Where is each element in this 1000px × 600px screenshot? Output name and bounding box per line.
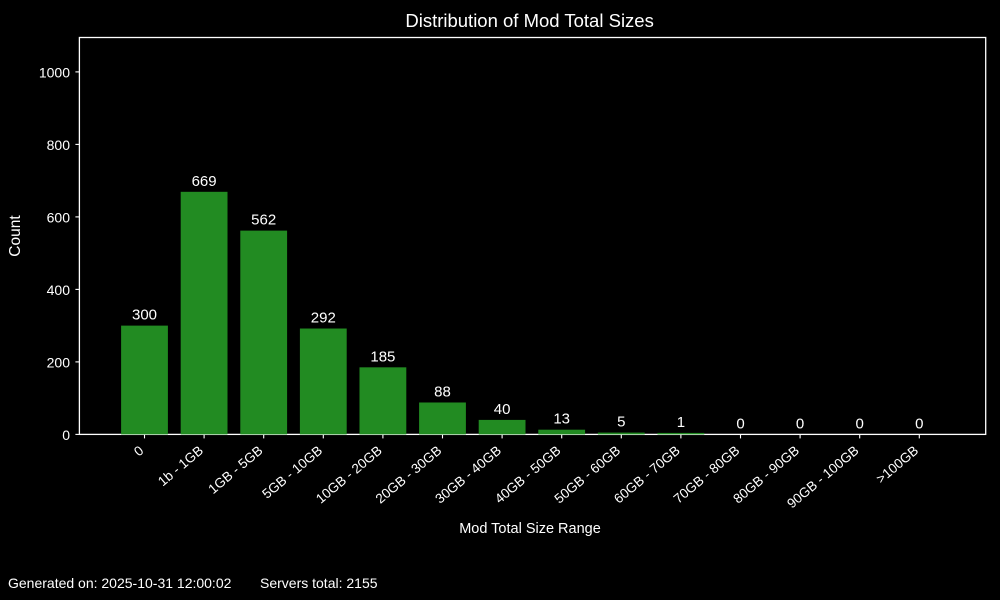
svg-text:40: 40 xyxy=(494,401,511,418)
svg-text:292: 292 xyxy=(311,310,336,327)
svg-text:1000: 1000 xyxy=(39,64,70,80)
svg-text:Count: Count xyxy=(7,215,24,257)
svg-text:Distribution of Mod Total Size: Distribution of Mod Total Sizes xyxy=(405,10,654,31)
svg-text:0: 0 xyxy=(62,427,70,443)
svg-text:0: 0 xyxy=(915,415,923,432)
svg-text:88: 88 xyxy=(434,383,451,400)
svg-text:Generated on: 2025-10-31 12:00: Generated on: 2025-10-31 12:00:02 xyxy=(8,575,232,591)
svg-text:13: 13 xyxy=(553,411,570,428)
svg-text:200: 200 xyxy=(47,354,71,370)
svg-text:800: 800 xyxy=(47,137,71,153)
svg-text:1: 1 xyxy=(677,414,685,431)
svg-text:400: 400 xyxy=(47,282,71,298)
svg-text:300: 300 xyxy=(132,307,157,324)
svg-text:0: 0 xyxy=(796,415,804,432)
svg-text:5: 5 xyxy=(617,414,625,431)
svg-text:Servers total: 2155: Servers total: 2155 xyxy=(260,575,378,591)
svg-text:0: 0 xyxy=(736,415,744,432)
svg-text:669: 669 xyxy=(192,173,217,190)
svg-text:0: 0 xyxy=(856,415,864,432)
svg-text:600: 600 xyxy=(47,209,71,225)
svg-text:562: 562 xyxy=(251,212,276,229)
svg-text:185: 185 xyxy=(370,348,395,365)
svg-text:Mod Total Size Range: Mod Total Size Range xyxy=(459,521,601,537)
